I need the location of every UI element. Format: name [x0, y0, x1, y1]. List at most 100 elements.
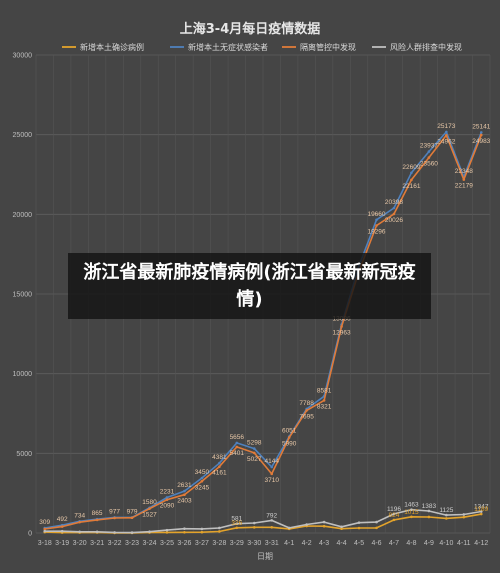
data-point	[270, 519, 274, 522]
data-label: 3710	[264, 477, 279, 484]
data-point	[78, 520, 81, 524]
data-point	[218, 465, 221, 469]
data-label: 22609	[402, 164, 420, 171]
data-point	[479, 510, 483, 513]
data-label: 2231	[160, 488, 175, 495]
data-label: 20398	[385, 199, 403, 206]
data-point	[43, 527, 47, 531]
data-label: 4161	[212, 470, 227, 477]
data-point	[445, 513, 448, 517]
data-point	[60, 525, 64, 528]
x-tick-label: 3-30	[247, 540, 261, 547]
data-point	[287, 436, 291, 439]
data-point	[252, 451, 256, 455]
data-point	[410, 508, 413, 511]
x-tick-label: 3-18	[38, 540, 52, 547]
x-tick-label: 3-25	[160, 540, 174, 547]
data-point	[148, 530, 151, 533]
x-tick-label: 3-26	[177, 540, 191, 547]
data-point	[287, 526, 291, 530]
y-tick-label: 30000	[13, 53, 33, 60]
data-label: 23560	[420, 161, 438, 168]
data-label: 734	[74, 512, 85, 519]
data-label: 25141	[472, 123, 490, 130]
data-label: 581	[231, 516, 242, 523]
data-label: 1196	[387, 506, 401, 513]
data-label: 5990	[282, 441, 297, 448]
legend-label: 风险人群排查中发现	[390, 42, 462, 52]
data-point	[183, 527, 186, 530]
data-point	[427, 150, 431, 153]
data-point	[305, 523, 308, 526]
x-tick-label: 3-21	[90, 540, 104, 547]
data-label: 977	[109, 508, 120, 515]
x-tick-label: 3-27	[195, 540, 209, 547]
data-point	[427, 509, 431, 513]
data-point	[445, 133, 448, 137]
x-tick-label: 4-5	[354, 540, 364, 547]
legend: 新增本土确诊病例 新增本土无症状感染者 隔离管控中发现 风险人群排查中发现	[62, 42, 462, 52]
x-tick-label: 3-29	[230, 540, 244, 547]
data-label: 492	[57, 516, 68, 523]
x-tick-label: 4-1	[284, 540, 294, 547]
x-tick-label: 3-24	[142, 540, 156, 547]
data-label: 19660	[367, 211, 385, 218]
data-point	[270, 465, 274, 469]
data-label: 24962	[437, 138, 455, 145]
data-point	[375, 218, 378, 222]
data-point	[305, 409, 308, 412]
series-lines	[43, 130, 483, 535]
data-label: 979	[127, 508, 138, 515]
x-axis: 3-18 3-19 3-20 3-21 3-22 3-23 3-24 3-25 3-26 3-27…	[38, 540, 489, 547]
data-point	[462, 513, 466, 516]
data-point	[183, 530, 186, 534]
data-point	[200, 530, 204, 534]
x-tick-label: 4-11	[457, 540, 471, 547]
x-tick-label: 4-10	[439, 540, 453, 547]
data-point	[427, 156, 431, 159]
data-point	[410, 178, 413, 182]
data-label: 19296	[367, 229, 385, 236]
data-label: 25173	[437, 123, 455, 130]
data-point	[78, 530, 81, 534]
x-tick-label: 3-20	[73, 540, 87, 547]
data-label: 3450	[195, 469, 210, 476]
data-point	[270, 525, 274, 529]
x-tick-label: 4-7	[389, 540, 399, 547]
y-axis: 0 5000 10000 15000 20000 25000 30000	[13, 53, 33, 538]
data-point	[340, 525, 343, 529]
data-label: 22179	[455, 183, 473, 190]
data-point	[462, 178, 466, 181]
data-point	[200, 479, 204, 483]
data-point	[235, 441, 239, 445]
x-tick-label: 4-3	[319, 540, 329, 547]
data-point	[252, 447, 256, 450]
y-tick-label: 15000	[13, 292, 33, 299]
data-point	[252, 526, 256, 529]
data-point	[218, 526, 221, 530]
data-point	[392, 518, 396, 522]
data-label: 8581	[317, 387, 332, 394]
data-point	[183, 489, 186, 493]
data-point	[130, 531, 134, 534]
y-tick-label: 25000	[13, 132, 33, 139]
data-point	[165, 531, 169, 534]
x-tick-label: 3-19	[55, 540, 69, 547]
data-point	[130, 516, 134, 520]
data-point	[340, 325, 343, 328]
data-label: 1125	[439, 507, 453, 514]
chart-title: 上海3-4月每日疫情数据	[180, 21, 321, 37]
data-point	[410, 515, 413, 519]
x-tick-label: 3-28	[212, 540, 226, 547]
y-tick-label: 5000	[16, 451, 32, 458]
data-point	[218, 461, 221, 465]
x-tick-label: 3-31	[265, 540, 279, 547]
data-point	[43, 529, 47, 533]
data-point	[270, 472, 274, 476]
data-label: 4144	[264, 458, 279, 465]
data-point	[200, 476, 204, 480]
data-point	[165, 528, 169, 532]
data-label: 8321	[317, 403, 332, 410]
